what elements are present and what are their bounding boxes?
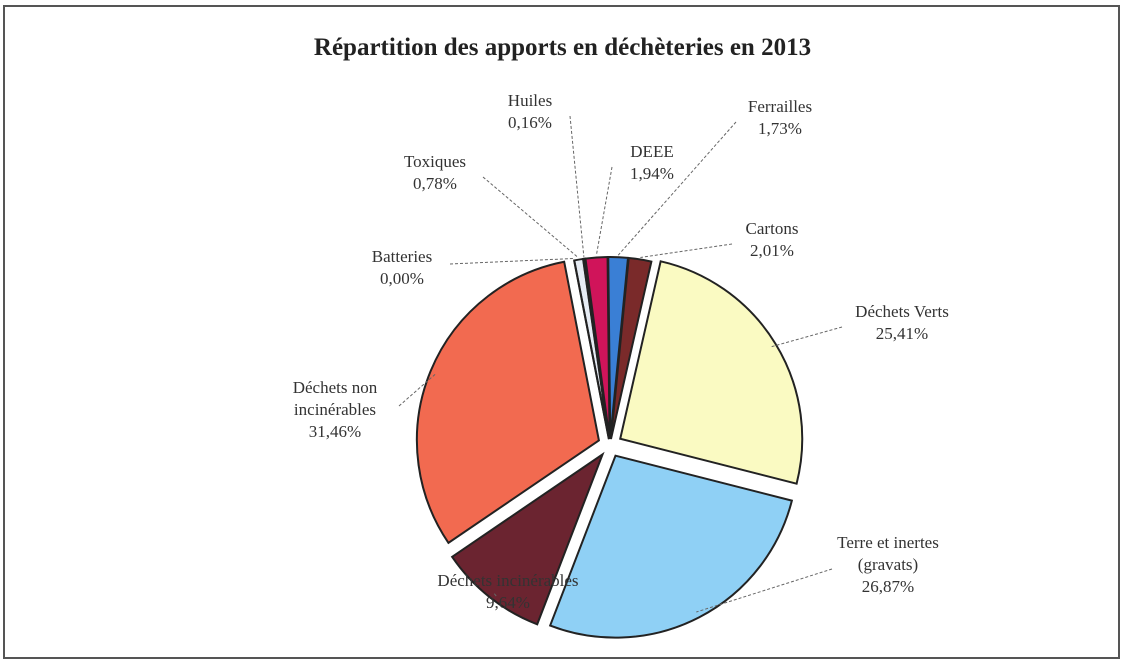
value-label: 31,46% bbox=[308, 422, 362, 442]
value-label: 26,87% bbox=[861, 577, 915, 597]
category-name: Ferrailles bbox=[747, 96, 813, 116]
pie-slice bbox=[619, 260, 804, 485]
leader-line bbox=[640, 243, 733, 258]
slice-label: Huiles 0,16% bbox=[480, 90, 580, 134]
slice-label: Terre et inertes (gravats) 26,87% bbox=[818, 532, 958, 598]
category-name: Huiles bbox=[507, 90, 553, 110]
slice-label: Ferrailles 1,73% bbox=[725, 96, 835, 140]
value-label: 9,64% bbox=[486, 593, 530, 612]
slice-label: Déchets non incinérables 31,46% bbox=[255, 377, 415, 443]
slice-label: DEEE 1,94% bbox=[602, 141, 702, 185]
slice-label: Batteries 0,00% bbox=[342, 246, 462, 290]
value-label: 2,01% bbox=[750, 241, 794, 260]
value-label: 1,73% bbox=[758, 119, 802, 138]
value-label: 25,41% bbox=[875, 324, 929, 343]
leader-line bbox=[449, 257, 574, 265]
category-name: Déchets non incinérables bbox=[292, 377, 378, 419]
frame bbox=[3, 5, 1120, 659]
category-name: Toxiques bbox=[403, 151, 467, 171]
chart-title: Répartition des apports en déchèteries e… bbox=[313, 34, 812, 61]
leader-line bbox=[492, 592, 497, 597]
leader-line bbox=[398, 373, 437, 407]
value-label: 0,78% bbox=[413, 174, 457, 193]
leader-line bbox=[569, 115, 585, 257]
value-label: 0,00% bbox=[380, 269, 424, 288]
pie-slice bbox=[415, 260, 601, 545]
category-name: Déchets incinérables bbox=[437, 570, 579, 590]
leader-line bbox=[482, 176, 579, 259]
value-label: 0,16% bbox=[508, 113, 552, 132]
category-name: DEEE bbox=[630, 141, 674, 161]
category-name: Batteries bbox=[371, 246, 433, 266]
category-name: Déchets Verts bbox=[855, 301, 949, 321]
slice-label: Toxiques 0,78% bbox=[375, 151, 495, 195]
leader-line bbox=[696, 568, 833, 613]
slice-label: Déchets Verts 25,41% bbox=[827, 301, 977, 345]
slice-label: Déchets incinérables 9,64% bbox=[398, 570, 618, 614]
pie-slice bbox=[609, 256, 653, 440]
category-name: Cartons bbox=[745, 218, 799, 238]
slice-label: Cartons 2,01% bbox=[722, 218, 822, 262]
pie-slice bbox=[548, 454, 794, 639]
pie-slice bbox=[450, 451, 605, 626]
leader-line bbox=[770, 326, 843, 348]
category-name: Terre et inertes (gravats) bbox=[837, 532, 939, 574]
value-label: 1,94% bbox=[630, 164, 674, 183]
